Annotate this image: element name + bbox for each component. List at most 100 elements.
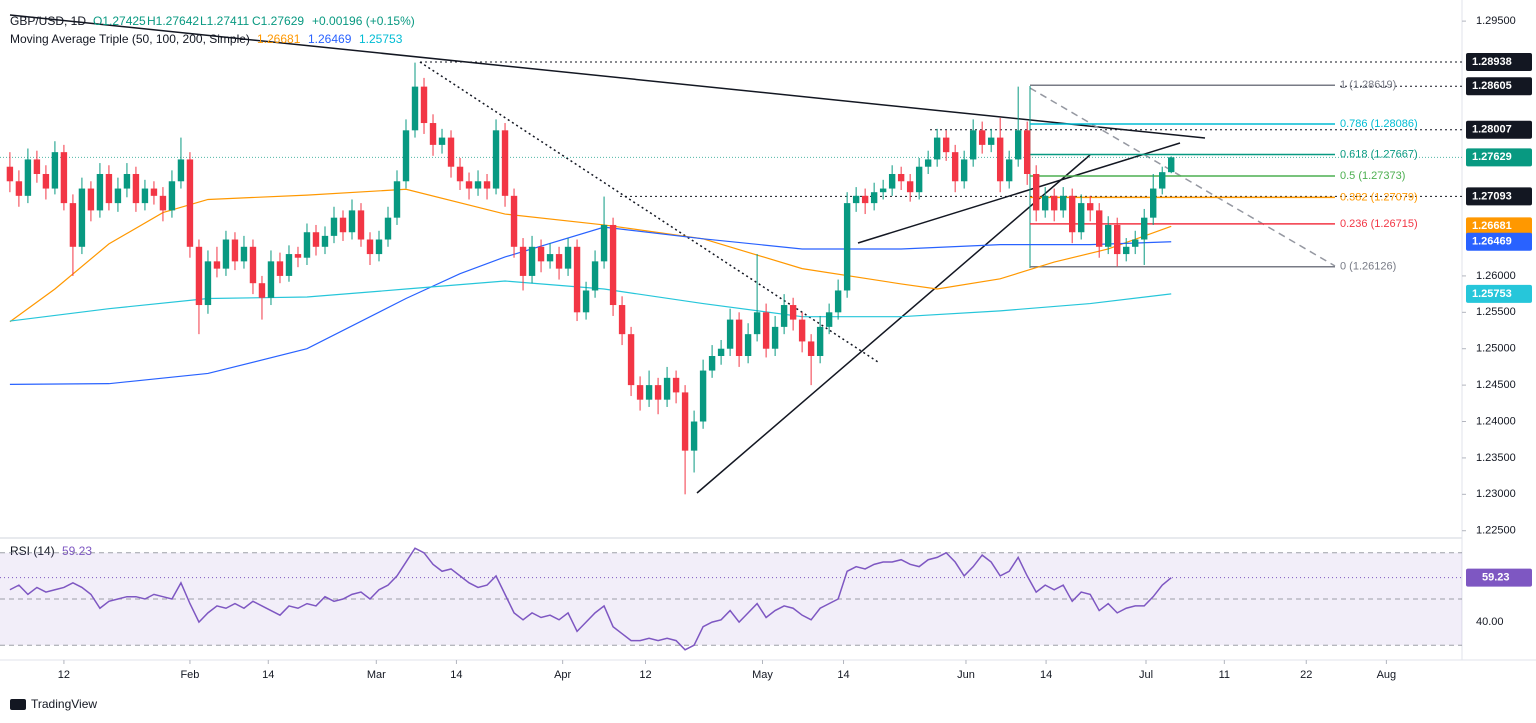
fib-label: 0 (1.26126) xyxy=(1340,261,1396,273)
candle-body xyxy=(1041,195,1049,211)
y-tick-label: 1.29500 xyxy=(1476,15,1516,27)
y-tick-label: 1.23500 xyxy=(1476,452,1516,464)
symbol: GBP/USD, 1D xyxy=(10,14,86,28)
candle-body xyxy=(996,137,1004,182)
candle-body xyxy=(546,254,554,262)
ohlc-close: C1.27629 xyxy=(252,14,304,28)
candle-body xyxy=(87,188,95,211)
moving-average xyxy=(9,280,1172,322)
candle-body xyxy=(1105,224,1112,247)
candle-body xyxy=(1096,210,1103,247)
candle-body xyxy=(474,181,482,189)
candle-body xyxy=(582,290,590,313)
candle-body xyxy=(123,173,131,189)
candle-body xyxy=(465,181,473,189)
price-pill-label: 1.25753 xyxy=(1472,288,1512,300)
candle-body xyxy=(321,235,329,247)
candle-body xyxy=(438,137,446,145)
candle-body xyxy=(663,377,671,400)
candle-body xyxy=(141,188,149,204)
candle-body xyxy=(384,217,392,240)
candle-body xyxy=(249,246,257,284)
candle-body xyxy=(906,181,914,193)
candle-body xyxy=(924,159,932,167)
candle-body xyxy=(915,166,923,193)
candle-body xyxy=(672,377,680,393)
brand-logo xyxy=(10,699,26,710)
candle-body xyxy=(420,86,428,124)
price-pill xyxy=(1466,217,1532,236)
candle-body xyxy=(33,159,41,174)
candle-body xyxy=(501,130,509,196)
price-pill-label: 1.27629 xyxy=(1472,151,1512,163)
ohlc-high: H1.27642 xyxy=(147,14,199,28)
candle-body xyxy=(888,173,896,189)
candle-body xyxy=(429,123,437,145)
rsi-tick-label: 40.00 xyxy=(1476,616,1504,628)
candle-body xyxy=(96,173,104,211)
candle-body xyxy=(744,334,752,356)
drawings xyxy=(9,14,1336,494)
candle-body xyxy=(573,246,581,313)
price-pill-label: 1.26681 xyxy=(1472,220,1512,232)
candle-body xyxy=(348,210,356,233)
ma-value: 1.26469 xyxy=(308,32,352,46)
candle-body xyxy=(357,210,365,240)
candle-body xyxy=(987,137,995,145)
candle-body xyxy=(393,181,401,218)
candle-body xyxy=(60,152,68,204)
rsi-value: 59.23 xyxy=(62,544,92,558)
candle-body xyxy=(960,159,968,182)
ma-title: Moving Average Triple (50, 100, 200, Sim… xyxy=(10,32,250,46)
candle-body xyxy=(852,195,860,204)
candle-body xyxy=(735,319,743,356)
x-tick-label: 12 xyxy=(58,669,70,681)
candle-body xyxy=(1059,195,1067,211)
candle-body xyxy=(591,261,599,291)
candle-body xyxy=(339,217,347,233)
candle-body xyxy=(159,195,167,211)
brand: TradingView xyxy=(31,697,97,711)
candle-body xyxy=(231,239,239,262)
candle-body xyxy=(6,166,14,182)
candle-body xyxy=(951,152,959,182)
ohlc-change: +0.00196 (+0.15%) xyxy=(312,14,415,28)
candle-body xyxy=(717,348,725,356)
candle-body xyxy=(1050,195,1058,211)
candle-body xyxy=(366,239,374,255)
candle-body xyxy=(789,305,797,320)
fib-label: 0.618 (1.27667) xyxy=(1340,148,1418,160)
candle-body xyxy=(1132,239,1139,247)
candle-body xyxy=(186,159,194,247)
candle-body xyxy=(564,246,572,269)
trend-line xyxy=(1029,87,1336,267)
rsi-line xyxy=(9,547,1172,651)
x-tick-label: Feb xyxy=(180,669,199,681)
y-tick-label: 1.25000 xyxy=(1476,343,1516,355)
candle-body xyxy=(1168,157,1175,173)
ohlc-open: O1.27425 xyxy=(93,14,146,28)
fib-label: 0.786 (1.28086) xyxy=(1340,118,1418,130)
candle-body xyxy=(519,246,527,276)
price-pill xyxy=(1466,232,1532,251)
fib-label: 1 (1.28619) xyxy=(1340,79,1396,91)
fib-label: 0.5 (1.27373) xyxy=(1340,170,1405,182)
candle-body xyxy=(555,254,563,269)
candle-body xyxy=(24,159,32,196)
candle-body xyxy=(834,290,842,313)
rsi-title: RSI (14) xyxy=(10,544,55,558)
x-tick-label: Aug xyxy=(1377,669,1397,681)
candle-body xyxy=(483,181,491,189)
candle-body xyxy=(1123,246,1130,255)
candle-body xyxy=(510,195,518,247)
candle-body xyxy=(690,421,698,451)
candle-body xyxy=(1014,130,1022,160)
candle-body xyxy=(879,188,887,193)
ohlc-low: L1.27411 xyxy=(200,14,249,28)
candle-body xyxy=(447,137,455,167)
candle-body xyxy=(609,224,617,306)
x-tick-label: 14 xyxy=(1040,669,1052,681)
candle-body xyxy=(1150,188,1157,218)
candle-body xyxy=(258,283,266,298)
